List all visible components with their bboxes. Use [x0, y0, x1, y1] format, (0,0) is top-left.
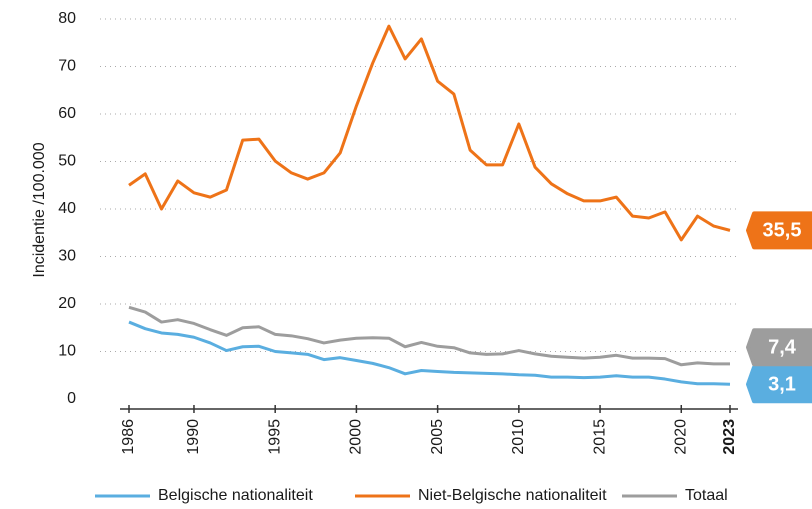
legend-label: Niet-Belgische nationaliteit — [418, 487, 607, 504]
y-tick-label: 10 — [58, 343, 76, 360]
series-line — [128, 320, 731, 386]
y-tick-label: 80 — [58, 10, 76, 27]
y-tick-label: 20 — [58, 295, 76, 312]
x-tick-label: 2023 — [721, 419, 738, 455]
badge-shape — [746, 328, 812, 367]
y-tick-label: 0 — [67, 390, 76, 407]
y-tick-label: 70 — [58, 58, 76, 75]
x-tick-label: 2005 — [429, 419, 446, 455]
badge-label: 35,5 — [763, 220, 802, 242]
x-tick-label: 1990 — [185, 419, 202, 455]
x-tick-label: 2015 — [591, 419, 608, 455]
badge-label: 7,4 — [768, 337, 797, 359]
x-tick-label: 1986 — [120, 419, 137, 455]
x-tick-label: 2010 — [510, 419, 527, 455]
legend-label: Belgische nationaliteit — [158, 487, 313, 504]
x-tick-label: 2020 — [672, 419, 689, 455]
end-badge: 35,5 — [746, 211, 812, 250]
end-badge: 7,4 — [746, 328, 812, 367]
y-tick-label: 50 — [58, 153, 76, 170]
badge-label: 3,1 — [768, 374, 796, 396]
badge-shape — [746, 365, 812, 404]
series-line — [128, 305, 730, 367]
legend-label: Totaal — [685, 487, 728, 504]
badge-shape — [746, 211, 812, 250]
x-tick-label: 1995 — [266, 419, 283, 455]
y-tick-label: 30 — [58, 248, 76, 265]
x-tick-label: 2000 — [348, 419, 365, 455]
y-axis-label: Incidentie /100.000 — [31, 142, 48, 277]
end-badge: 3,1 — [746, 365, 812, 404]
series-line — [128, 24, 731, 242]
y-tick-label: 40 — [58, 200, 76, 217]
y-tick-label: 60 — [58, 105, 76, 122]
